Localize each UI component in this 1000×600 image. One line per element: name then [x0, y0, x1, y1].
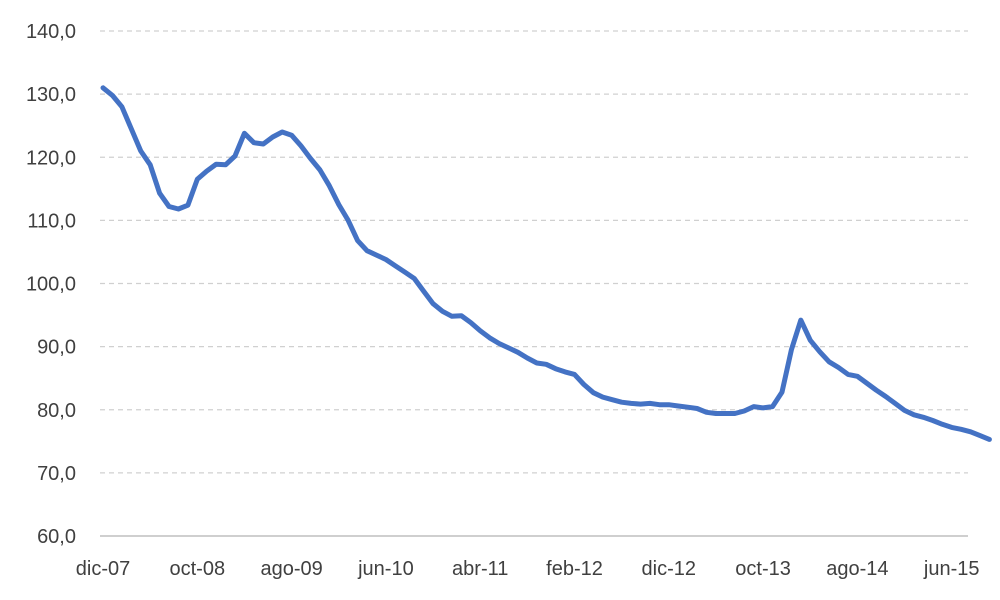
- y-tick-label: 110,0: [27, 210, 76, 232]
- y-tick-label: 130,0: [26, 84, 76, 106]
- gridlines: [100, 30, 968, 537]
- y-tick-label: 90,0: [37, 337, 76, 359]
- x-tick-label: abr-11: [452, 558, 508, 580]
- x-tick-label: ago-14: [826, 558, 888, 580]
- x-tick-label: oct-13: [735, 558, 791, 580]
- y-tick-label: 140,0: [26, 21, 76, 43]
- y-tick-label: 60,0: [37, 526, 76, 548]
- y-axis-tick-labels: 60,0 70,0 80,0 90,0 100,0 110,0 120,0 130,0 140,…: [26, 21, 76, 548]
- x-tick-label: jun-15: [923, 558, 980, 580]
- series-line: [100, 85, 992, 442]
- y-tick-label: 70,0: [37, 463, 76, 485]
- x-tick-label: dic-07: [76, 558, 130, 580]
- y-tick-label: 120,0: [26, 147, 76, 169]
- y-tick-label: 80,0: [37, 400, 76, 422]
- x-axis-tick-labels: dic-07 oct-08 ago-09 jun-10 abr-11 feb-12 dic-…: [76, 558, 980, 580]
- x-tick-label: oct-08: [170, 558, 226, 580]
- x-tick-label: feb-12: [546, 558, 603, 580]
- x-tick-label: dic-12: [642, 558, 696, 580]
- x-tick-label: ago-09: [260, 558, 322, 580]
- series-group: [100, 85, 992, 442]
- x-tick-label: jun-10: [357, 558, 414, 580]
- y-tick-label: 100,0: [26, 274, 76, 296]
